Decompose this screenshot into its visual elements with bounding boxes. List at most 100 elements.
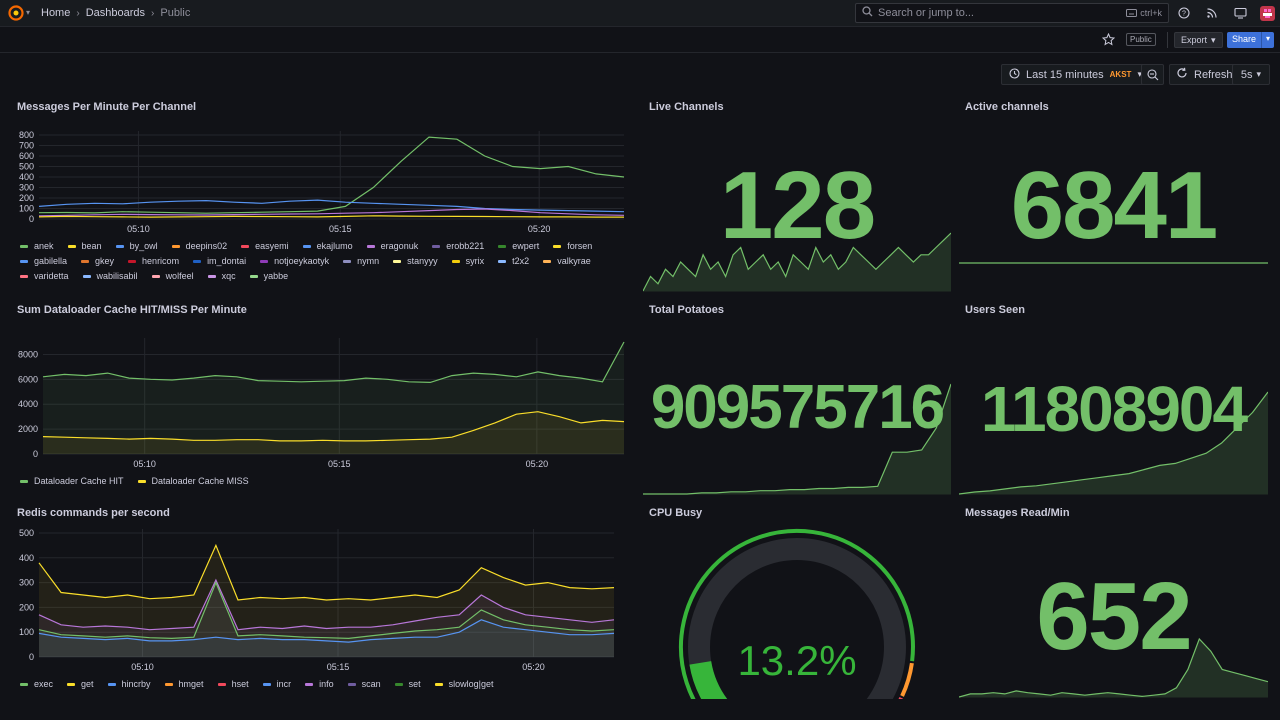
legend-item[interactable]: deepins02 bbox=[171, 241, 227, 251]
legend-label: t2x2 bbox=[512, 256, 530, 266]
legend-label: get bbox=[81, 679, 94, 689]
legend-item[interactable]: slowlog|get bbox=[434, 679, 494, 689]
legend-item[interactable]: gabilella bbox=[20, 256, 67, 266]
legend-item[interactable]: set bbox=[394, 679, 421, 689]
legend-item[interactable]: erobb221 bbox=[432, 241, 484, 251]
chevron-right-icon: › bbox=[76, 7, 80, 19]
sparkline-line bbox=[959, 391, 1268, 495]
legend-item[interactable]: valkyrae bbox=[543, 256, 591, 266]
legend-item[interactable]: incr bbox=[262, 679, 291, 689]
x-tick-label: 05:20 bbox=[522, 662, 545, 672]
gauge-threshold-orange bbox=[900, 662, 914, 697]
legend-item[interactable]: info bbox=[305, 679, 334, 689]
help-icon[interactable]: ? bbox=[1176, 5, 1192, 21]
legend-label: info bbox=[319, 679, 334, 689]
legend-item[interactable]: xqc bbox=[207, 271, 236, 281]
export-button[interactable]: Export ▾ bbox=[1174, 32, 1223, 48]
panel-title: Sum Dataloader Cache HIT/MISS Per Minute bbox=[17, 304, 247, 316]
sparkline-area bbox=[643, 233, 951, 292]
star-icon[interactable] bbox=[1101, 32, 1116, 49]
breadcrumb-dashboards[interactable]: Dashboards bbox=[85, 7, 146, 19]
rss-feed-icon[interactable] bbox=[1204, 5, 1220, 21]
user-avatar[interactable] bbox=[1260, 5, 1275, 21]
sparkline-area bbox=[643, 384, 951, 495]
timezone-label: AKST bbox=[1109, 70, 1132, 79]
legend-swatch bbox=[20, 682, 28, 686]
chevron-down-icon[interactable]: ▾ bbox=[26, 8, 31, 17]
y-tick-label: 200 bbox=[19, 602, 34, 612]
chevron-down-icon: ▾ bbox=[1256, 69, 1262, 79]
legend-item[interactable]: ewpert bbox=[498, 241, 539, 251]
cpu-gauge bbox=[678, 528, 915, 699]
share-button[interactable]: Share bbox=[1227, 32, 1262, 48]
legend-label: ekajlumo bbox=[316, 241, 353, 251]
breadcrumb-home[interactable]: Home bbox=[41, 7, 71, 19]
zoom-out-button[interactable] bbox=[1141, 64, 1164, 85]
legend-item[interactable]: hmget bbox=[164, 679, 204, 689]
legend-item[interactable]: wabilisabil bbox=[82, 271, 138, 281]
legend-item[interactable]: hset bbox=[217, 679, 249, 689]
x-tick-label: 05:15 bbox=[327, 662, 350, 672]
time-range-picker[interactable]: Last 15 minutes AKST ▾ bbox=[1001, 64, 1150, 85]
redis-timeseries-chart[interactable]: 0 100 200 300 400 500 05:10 05:15 05:20 bbox=[17, 525, 632, 695]
top-navbar: ▾ Home › Dashboards › Public Search or j… bbox=[0, 0, 1280, 27]
legend-item[interactable]: ekajlumo bbox=[302, 241, 353, 251]
legend-item[interactable]: im_dontai bbox=[193, 256, 246, 266]
legend-item[interactable]: scan bbox=[347, 679, 381, 689]
legend-item[interactable]: eragonuk bbox=[366, 241, 418, 251]
legend-item[interactable]: by_owl bbox=[115, 241, 158, 251]
legend-item[interactable]: forsen bbox=[553, 241, 592, 251]
panel-messages-read: Messages Read/Min 652 bbox=[959, 507, 1268, 699]
legend-item[interactable]: easyemi bbox=[241, 241, 289, 251]
panel-title: CPU Busy bbox=[649, 507, 703, 519]
legend-item[interactable]: syrix bbox=[451, 256, 484, 266]
legend-item[interactable]: notjoeykaotyk bbox=[260, 256, 329, 266]
legend-label: bean bbox=[81, 241, 102, 251]
legend-item[interactable]: bean bbox=[67, 241, 102, 251]
dataloader-timeseries-chart[interactable]: 0 2000 4000 6000 8000 05:10 05:15 05:20 bbox=[17, 326, 632, 496]
legend-item[interactable]: wolfeel bbox=[151, 271, 194, 281]
chevron-right-icon: › bbox=[151, 7, 155, 19]
stat-value: 11808904 bbox=[980, 373, 1248, 445]
series-line bbox=[38, 543, 615, 601]
legend-swatch bbox=[394, 682, 403, 686]
legend-item[interactable]: get bbox=[67, 679, 94, 689]
chart-legend: exec get hincrby hmget hset incr info scan set sl… bbox=[20, 679, 620, 689]
chevron-down-icon[interactable]: ▾ bbox=[1261, 32, 1275, 48]
legend-item[interactable]: yabbe bbox=[249, 271, 288, 281]
refresh-button[interactable]: Refresh bbox=[1169, 64, 1240, 85]
y-tick-label: 0 bbox=[33, 449, 38, 459]
legend-item[interactable]: henricom bbox=[128, 256, 179, 266]
legend-swatch bbox=[249, 274, 258, 278]
legend-item[interactable]: varidetta bbox=[20, 271, 69, 281]
series-line bbox=[38, 215, 624, 218]
series-line bbox=[38, 581, 615, 640]
legend-item[interactable]: stanyyy bbox=[393, 256, 438, 266]
y-tick-label: 600 bbox=[19, 151, 34, 161]
legend-item[interactable]: Dataloader Cache MISS bbox=[137, 476, 249, 486]
legend-item[interactable]: exec bbox=[20, 679, 53, 689]
stat-value: 6841 bbox=[1010, 152, 1219, 259]
legend-item[interactable]: hincrby bbox=[107, 679, 151, 689]
legend-item[interactable]: Dataloader Cache HIT bbox=[20, 476, 124, 486]
search-icon bbox=[862, 6, 873, 20]
legend-swatch bbox=[171, 244, 180, 248]
legend-item[interactable]: t2x2 bbox=[498, 256, 529, 266]
series-line bbox=[38, 578, 615, 631]
legend-item[interactable]: gkey bbox=[81, 256, 114, 266]
legend-item[interactable]: anek bbox=[20, 241, 54, 251]
grafana-logo-icon[interactable] bbox=[8, 5, 24, 21]
sparkline-area bbox=[959, 639, 1268, 698]
panel-users-seen: Users Seen 11808904 bbox=[959, 304, 1268, 496]
kiosk-mode-icon[interactable] bbox=[1232, 5, 1248, 21]
legend-swatch bbox=[20, 479, 28, 483]
search-input[interactable]: Search or jump to... ctrl+k bbox=[855, 3, 1169, 23]
refresh-interval-picker[interactable]: 5s ▾ bbox=[1232, 64, 1270, 85]
legend-label: valkyrae bbox=[557, 256, 591, 266]
legend-swatch bbox=[434, 682, 443, 686]
legend-item[interactable]: nymn bbox=[343, 256, 379, 266]
y-tick-label: 0 bbox=[29, 652, 34, 662]
legend-swatch bbox=[302, 244, 311, 248]
series-line bbox=[38, 136, 625, 214]
